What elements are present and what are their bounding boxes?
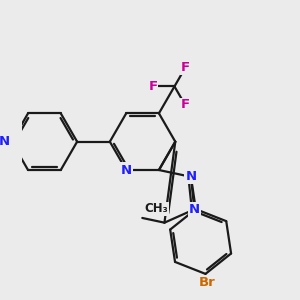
Text: N: N — [189, 203, 200, 216]
Text: F: F — [181, 61, 190, 74]
Text: F: F — [148, 80, 158, 93]
Text: F: F — [181, 98, 190, 111]
Text: N: N — [185, 170, 197, 183]
Text: Br: Br — [198, 276, 215, 289]
Text: N: N — [0, 135, 10, 148]
Text: N: N — [121, 164, 132, 176]
Text: CH₃: CH₃ — [145, 202, 169, 215]
